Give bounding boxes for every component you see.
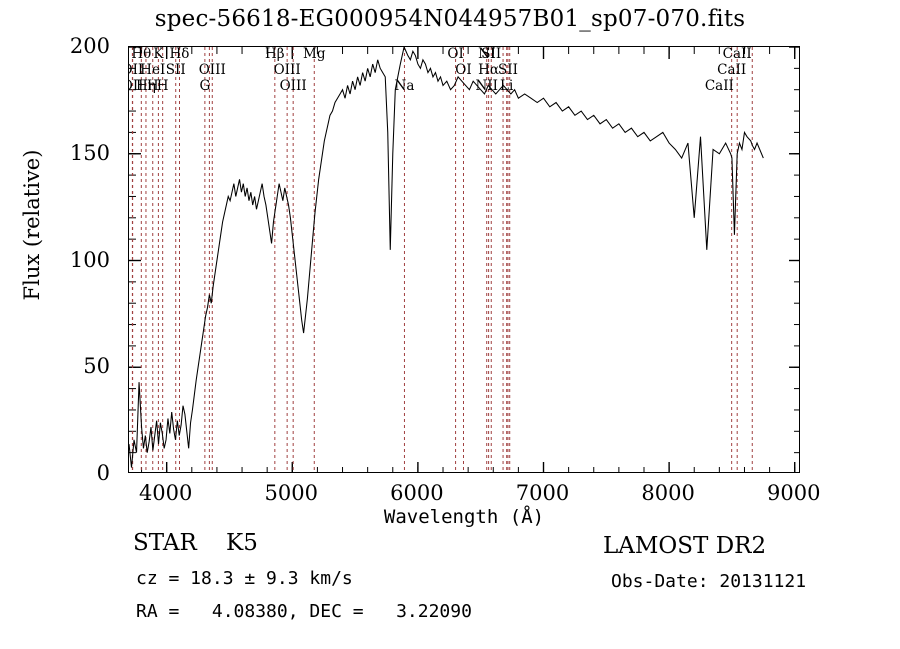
- line-label-oii: OII: [129, 78, 144, 94]
- line-label-sii: SII: [497, 62, 518, 78]
- major-ticks: [129, 47, 799, 472]
- object-class-and-type: STAR K5: [133, 530, 258, 556]
- y-tick-label: 200: [69, 34, 110, 58]
- x-tick-label: 6000: [390, 481, 444, 505]
- observation-date: Obs-Date: 20131121: [611, 571, 807, 592]
- line-label-oiii: OIII: [273, 62, 301, 78]
- x-tick-label: 8000: [641, 481, 695, 505]
- line-label-caii: CaII: [704, 78, 734, 94]
- x-tick-label: 9000: [766, 481, 821, 505]
- line-label-hei: HeI: [140, 62, 166, 78]
- redshift-velocity: cz = 18.3 ± 9.3 km/s: [136, 568, 353, 589]
- x-axis-title: Wavelength (Å): [383, 506, 545, 528]
- x-tick-label: 7000: [515, 481, 570, 505]
- line-label-h: Hβ: [265, 46, 285, 62]
- survey-name: LAMOST DR2: [603, 533, 767, 559]
- page-title: spec-56618-EG000954N044957B01_sp07-070.f…: [154, 6, 746, 32]
- line-label-oi: OI: [455, 62, 472, 78]
- line-label-oiii: OIII: [198, 62, 226, 78]
- spectral-line-markers: [131, 47, 753, 472]
- line-label-k: K: [153, 46, 164, 62]
- spectrum-svg: [129, 47, 799, 472]
- line-label-h: Hδ: [169, 46, 190, 62]
- x-tick-label: 5000: [264, 481, 319, 505]
- spectrum-trace: [129, 47, 764, 468]
- line-label-h: H: [156, 78, 169, 94]
- line-label-mg: Mg: [303, 46, 326, 62]
- line-label-h: Hη: [136, 78, 156, 94]
- line-label-ni: NI: [478, 46, 496, 62]
- y-axis-tick-labels: 0 50 100 150 200: [0, 34, 120, 485]
- x-axis-tick-labels: 4000 5000 6000 7000 8000 9000: [128, 479, 821, 509]
- line-label-h: Hα: [478, 62, 500, 78]
- y-axis-title: Flux (relative): [20, 149, 44, 301]
- coordinates: RA = 4.08380, DEC = 3.22090: [136, 601, 472, 622]
- plot-area: OIIOIIHθHηHeIHKHSIIHδOIIIGHβOIIIOIIIMgNa…: [128, 46, 800, 473]
- line-label-oii: OII: [129, 62, 144, 78]
- line-label-nii: NII: [475, 78, 498, 94]
- y-tick-label: 50: [83, 354, 110, 379]
- line-label-caii: CaII: [717, 62, 747, 78]
- line-label-g: G: [199, 78, 211, 94]
- line-label-oi: OI: [447, 46, 464, 62]
- x-tick-label: 4000: [138, 481, 193, 505]
- line-label-sii: SII: [481, 46, 502, 62]
- y-tick-label: 100: [69, 247, 110, 272]
- line-label-caii: CaII: [722, 46, 752, 62]
- line-label-h: H: [146, 78, 159, 94]
- minor-ticks: [129, 47, 799, 472]
- y-tick-label: 0: [96, 461, 110, 485]
- y-tick-label: 150: [69, 140, 110, 165]
- line-label-na: Na: [394, 78, 415, 94]
- line-label-li: Li: [500, 78, 514, 94]
- line-label-sii: SII: [165, 62, 186, 78]
- line-label-h: Hθ: [131, 46, 152, 62]
- line-label-oiii: OIII: [279, 78, 307, 94]
